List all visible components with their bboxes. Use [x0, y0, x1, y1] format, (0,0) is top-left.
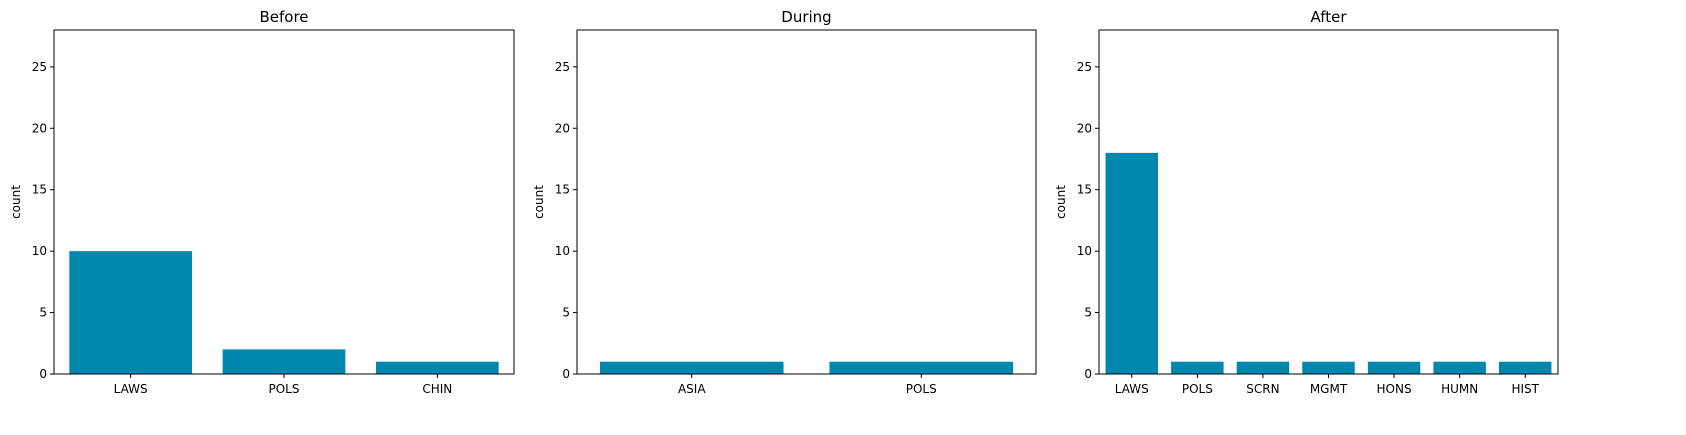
- chart-2: ASIA POLS 0 5 10 15 20 25 During count: [532, 8, 1037, 396]
- y-tick-label: 20: [1077, 121, 1092, 135]
- y-tick-label: 25: [555, 60, 570, 74]
- y-tick-label: 10: [32, 244, 47, 258]
- y-tick-label: 25: [32, 60, 47, 74]
- x-tick-label: LAWS: [1115, 382, 1149, 396]
- bar-pols: [829, 361, 1014, 374]
- x-tick-label: HONS: [1377, 382, 1412, 396]
- y-axis-label: count: [532, 185, 546, 219]
- x-tick-label: POLS: [269, 382, 300, 396]
- bar-pols: [1171, 361, 1224, 374]
- bar-scrn: [1236, 361, 1290, 374]
- y-tick-label: 10: [1077, 244, 1092, 258]
- bar-asia: [599, 361, 784, 374]
- chart-title: During: [781, 8, 831, 26]
- y-tick-label: 15: [1077, 183, 1092, 197]
- bar-laws: [1105, 152, 1159, 374]
- chart-1: LAWS POLS CHIN 0 5 10 15 20 25 Before count: [9, 8, 515, 396]
- x-tick-label: POLS: [906, 382, 937, 396]
- axes-frame: [1098, 29, 1559, 375]
- y-tick-label: 20: [32, 121, 47, 135]
- x-tick-label: CHIN: [422, 382, 452, 396]
- y-tick-label: 5: [562, 306, 570, 320]
- y-tick-label: 0: [1084, 367, 1092, 381]
- x-tick-label: HUMN: [1441, 382, 1478, 396]
- x-tick-label: HIST: [1511, 382, 1539, 396]
- x-tick-label: POLS: [1182, 382, 1213, 396]
- y-tick-label: 20: [555, 121, 570, 135]
- y-tick-label: 15: [555, 183, 570, 197]
- axes-frame: [53, 29, 515, 375]
- bar-laws: [69, 251, 192, 374]
- bar-hist: [1498, 361, 1552, 374]
- bar-humn: [1433, 361, 1486, 374]
- axes-frame: [576, 29, 1037, 375]
- y-tick-label: 0: [562, 367, 570, 381]
- chart-3: LAWS POLS SCRN MGMT HONS HUMN HIST 0 5 10 15 20 25 Af…: [1054, 8, 1559, 396]
- y-tick-label: 15: [32, 183, 47, 197]
- bar-chin: [376, 361, 499, 374]
- bar-hons: [1367, 361, 1421, 374]
- bar-pols: [222, 349, 346, 374]
- x-tick-label: MGMT: [1310, 382, 1348, 396]
- x-tick-label: LAWS: [114, 382, 148, 396]
- bar-mgmt: [1302, 361, 1355, 374]
- y-tick-label: 0: [39, 367, 47, 381]
- y-tick-label: 10: [555, 244, 570, 258]
- x-tick-label: ASIA: [678, 382, 706, 396]
- x-tick-label: SCRN: [1246, 382, 1279, 396]
- chart-title: Before: [259, 8, 308, 26]
- y-axis-label: count: [9, 185, 23, 219]
- chart-title: After: [1310, 8, 1347, 26]
- y-tick-label: 5: [1084, 306, 1092, 320]
- y-tick-label: 25: [1077, 60, 1092, 74]
- y-axis-label: count: [1054, 185, 1068, 219]
- y-tick-label: 5: [39, 306, 47, 320]
